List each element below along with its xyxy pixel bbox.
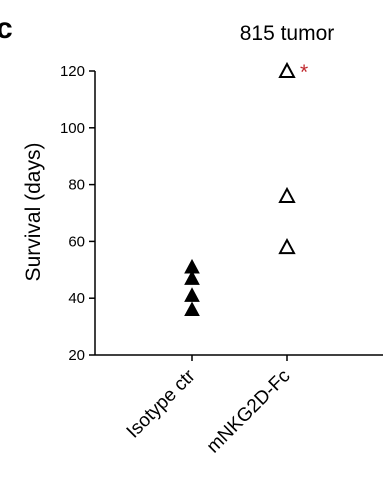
x-tick-label: Isotype ctr bbox=[123, 365, 200, 442]
isotype-data-point bbox=[184, 301, 200, 317]
x-tick-label: mNKG2D-Fc bbox=[203, 366, 295, 458]
y-tick-label: 100 bbox=[60, 120, 85, 137]
y-tick-label: 80 bbox=[68, 177, 85, 194]
isotype-data-point bbox=[184, 270, 200, 285]
treatment-data-point bbox=[278, 61, 296, 78]
y-tick-label: 20 bbox=[68, 347, 85, 364]
y-tick-label: 120 bbox=[60, 63, 85, 80]
treatment-data-point bbox=[278, 186, 296, 203]
y-axis-label: Survival (days) bbox=[22, 143, 45, 282]
panel-label: c bbox=[0, 12, 13, 45]
significance-asterisk: * bbox=[300, 61, 308, 84]
y-tick-label: 60 bbox=[68, 233, 85, 250]
annotation-layer: * bbox=[300, 61, 308, 84]
isotype-data-point bbox=[184, 258, 200, 274]
isotype-data-point bbox=[184, 287, 200, 302]
y-tick-label: 40 bbox=[68, 290, 85, 307]
marks-layer bbox=[184, 61, 296, 317]
chart-title: 815 tumor bbox=[240, 22, 335, 45]
treatment-data-point bbox=[278, 237, 296, 255]
